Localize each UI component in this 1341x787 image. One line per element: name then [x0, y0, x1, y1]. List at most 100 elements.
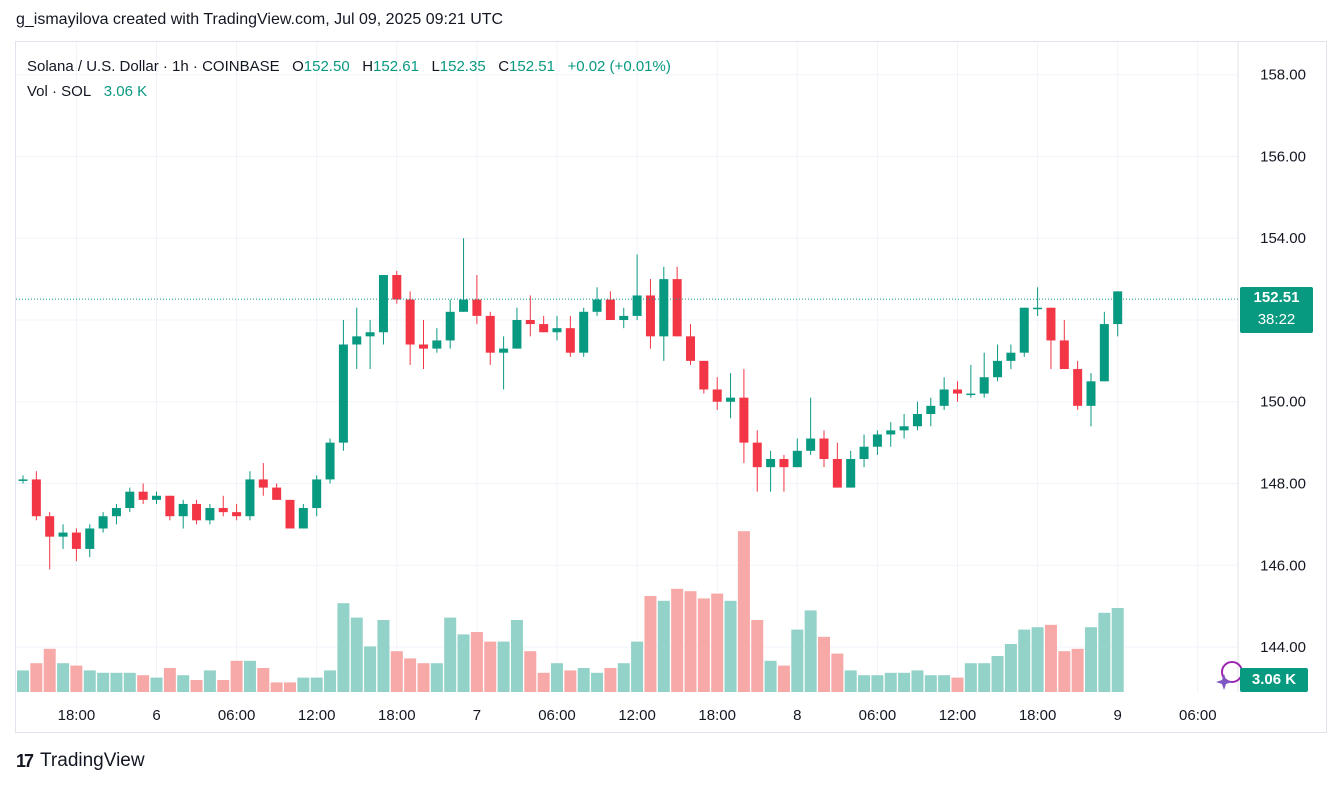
- volume-bar: [97, 672, 110, 692]
- candle-body: [686, 336, 695, 361]
- volume-bar: [537, 672, 550, 692]
- candle-body: [1033, 307, 1043, 310]
- x-tick-label: 12:00: [939, 707, 977, 724]
- x-tick-label: 7: [473, 707, 481, 724]
- candle-body: [565, 328, 575, 353]
- candle-body: [138, 491, 148, 500]
- volume-bar: [83, 670, 96, 692]
- volume-bar: [604, 668, 617, 692]
- volume-bar: [1018, 629, 1031, 692]
- open-label: O: [292, 58, 304, 75]
- candle-body: [672, 279, 682, 337]
- candle-body: [859, 446, 869, 459]
- candle-body: [312, 479, 322, 509]
- volume-bar: [497, 641, 510, 692]
- candle-body: [45, 516, 55, 537]
- x-tick-label: 18:00: [58, 707, 96, 724]
- y-tick-label: 146.00: [1260, 557, 1306, 574]
- volume-bar: [764, 660, 777, 692]
- candle-body: [71, 532, 81, 549]
- volume-bar: [564, 670, 577, 692]
- candle-body: [178, 503, 188, 517]
- candle-body: [766, 458, 776, 468]
- candle-body: [619, 315, 629, 320]
- candle-body: [405, 299, 415, 345]
- volume-bar: [444, 617, 457, 692]
- volume-bar: [203, 670, 216, 692]
- candle-body: [1019, 307, 1029, 353]
- volume-bar: [190, 680, 203, 692]
- candle-body: [432, 340, 442, 349]
- candle-body: [953, 389, 962, 394]
- volume-bar: [390, 651, 403, 692]
- volume-bar: [257, 668, 270, 692]
- volume-bar: [377, 620, 390, 692]
- volume-bar: [711, 593, 724, 692]
- volume-bar: [831, 653, 844, 692]
- sparkle-icon[interactable]: [1212, 660, 1242, 690]
- candle-body: [979, 377, 989, 394]
- candle-body: [98, 516, 108, 529]
- volume-bar: [57, 663, 70, 692]
- candle-body: [472, 299, 482, 316]
- candle-body: [726, 397, 736, 402]
- x-tick-label: 06:00: [859, 707, 897, 724]
- candle-body: [218, 508, 228, 513]
- volume-bar: [270, 682, 283, 692]
- candle-body: [886, 430, 896, 435]
- x-tick-label: 18:00: [1019, 707, 1057, 724]
- x-tick-label: 06:00: [538, 707, 576, 724]
- candle-body: [365, 332, 375, 337]
- candle-body: [272, 487, 282, 500]
- candle-body: [111, 508, 121, 517]
- candle-body: [392, 275, 402, 300]
- volume-bar: [991, 656, 1004, 692]
- candle-body: [1046, 307, 1056, 341]
- volume-bar: [404, 658, 417, 692]
- volume-bar: [1111, 608, 1124, 692]
- volume-bar: [310, 677, 323, 692]
- candle-body: [939, 389, 949, 406]
- volume-bar: [364, 646, 377, 692]
- candle-body: [645, 295, 655, 337]
- volume-bar: [551, 663, 563, 692]
- candle-body: [419, 344, 428, 349]
- volume-bar: [337, 603, 350, 692]
- candle-body: [445, 311, 455, 341]
- volume-bar: [818, 636, 830, 692]
- volume-bar: [484, 641, 497, 692]
- volume-bar: [844, 670, 857, 692]
- footer-brand[interactable]: 17 TradingView: [16, 750, 145, 772]
- volume-bar: [858, 675, 871, 692]
- close-value: 152.51: [509, 58, 555, 75]
- volume-bar: [871, 675, 884, 692]
- volume-bar: [163, 668, 176, 692]
- x-tick-label: 12:00: [298, 707, 336, 724]
- volume-bar: [751, 620, 764, 692]
- candle-body: [512, 319, 522, 349]
- x-tick-label: 18:00: [698, 707, 736, 724]
- volume-bar: [591, 672, 604, 692]
- close-label: C: [498, 58, 510, 75]
- candle-body: [739, 397, 749, 443]
- volume-bar: [417, 663, 430, 692]
- volume-bar: [671, 588, 684, 692]
- candle-body: [1073, 369, 1083, 406]
- candle-body: [993, 360, 1003, 378]
- candle-body: [58, 532, 68, 537]
- candle-body: [832, 458, 842, 488]
- last-price-tag: 152.51 38:22: [1240, 287, 1313, 333]
- change-value: +0.02 (+0.01%): [567, 58, 671, 75]
- volume-value: 3.06 K: [103, 83, 148, 100]
- y-tick-label: 150.00: [1260, 394, 1306, 411]
- volume-bar: [938, 675, 951, 692]
- candle-body: [232, 512, 242, 517]
- volume-bar: [777, 665, 790, 692]
- tradingview-logo-icon: 17: [16, 750, 34, 771]
- x-tick-label: 06:00: [218, 707, 256, 724]
- volume-bar: [964, 663, 977, 692]
- candle-body: [819, 438, 829, 459]
- volume-bar: [577, 668, 590, 692]
- candle-body: [258, 479, 268, 488]
